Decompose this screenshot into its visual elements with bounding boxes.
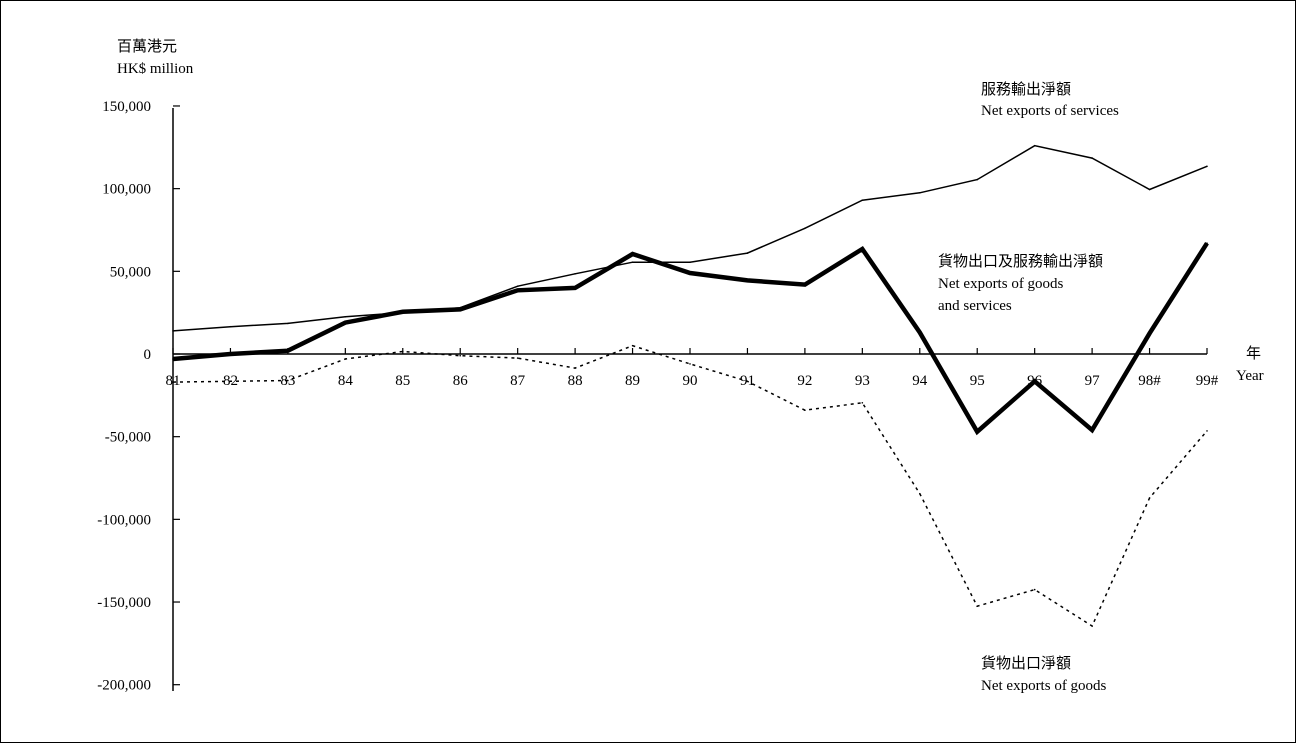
x-tick-label: 89 [625,373,640,389]
data-point-services [516,285,519,288]
data-point-goods [919,492,921,495]
data-point-goods [229,380,232,383]
data-point-goods_services [689,272,691,274]
x-tick-label: 99# [1196,373,1219,389]
data-point-services [861,199,864,201]
data-point-goods [689,363,691,365]
data-point-goods [631,344,634,347]
data-point-goods_services [746,279,749,282]
data-point-services [919,192,921,194]
x-tick-label: 88 [568,373,583,389]
y-tick-label: 50,000 [110,264,151,280]
data-point-goods [344,358,347,360]
data-point-goods [1033,588,1036,591]
data-point-services [1148,188,1151,191]
x-tick-label: 95 [970,373,985,389]
y-tick-label: -50,000 [105,430,151,446]
goods-annotation-zh: 貨物出口淨額 [981,655,1071,672]
y-tick-label: -150,000 [97,595,151,611]
data-point-services [1091,157,1093,159]
data-point-goods_services [344,321,347,324]
data-point-goods_services [919,331,921,334]
series-line-services [172,144,1208,332]
services-annotation-en: Net exports of services [981,103,1119,119]
data-point-services [574,273,576,275]
x-tick-label: 97 [1085,373,1101,389]
data-point-goods_services [631,253,634,255]
x-axis-label-zh: 年 [1246,345,1261,362]
goods-annotation-en: Net exports of goods [981,678,1107,694]
data-point-goods_services [229,353,232,355]
series-services [172,144,1208,332]
series-goods [172,344,1208,628]
x-tick-label: 92 [797,373,812,389]
series-layer [172,144,1209,628]
y-tick-label: 0 [144,347,152,363]
x-tick-label: 84 [338,373,354,389]
data-point-goods [746,380,749,383]
data-point-goods [459,354,462,357]
data-point-services [229,325,232,328]
data-point-services [746,252,749,254]
data-point-goods [287,379,289,382]
axes [172,108,1207,691]
data-point-services [172,330,174,332]
data-point-services [344,316,347,318]
data-point-goods_services [861,248,864,250]
unit-label-zh: 百萬港元 [117,38,177,55]
data-point-services [804,227,806,230]
data-point-goods [1148,497,1151,499]
x-tick-label: 85 [395,373,410,389]
x-tick-label: 94 [912,373,928,389]
y-tick-label: 150,000 [102,99,151,115]
data-point-goods [574,367,576,369]
data-point-goods [402,350,404,353]
y-tick-label: -200,000 [97,678,151,694]
data-point-goods_services [459,308,462,311]
x-tick-label: 81 [166,373,181,389]
series-goods_services [172,241,1209,436]
y-tick-label: -100,000 [97,512,151,528]
data-point-goods_services [1091,429,1093,431]
data-point-goods [861,402,864,404]
x-tick-label: 86 [453,373,469,389]
data-point-services [976,178,978,181]
data-point-goods_services [516,289,519,292]
data-point-goods_services [172,358,174,360]
x-tick-label: 93 [855,373,870,389]
data-point-goods_services [402,311,404,313]
data-point-goods [804,409,806,412]
x-tick-label: 98# [1138,373,1161,389]
services-annotation-zh: 服務輸出淨額 [981,81,1071,98]
data-point-goods [976,605,978,607]
unit-label-en: HK$ million [117,61,194,77]
data-point-services [287,322,289,325]
data-point-services [689,261,691,264]
data-point-goods_services [1148,332,1151,335]
data-point-goods_services [287,349,289,352]
y-tick-label: 100,000 [102,182,151,198]
data-point-goods_services [804,283,806,286]
goods-services-annotation-en-2: and services [938,298,1012,314]
goods-services-annotation-en-1: Net exports of goods [938,276,1064,292]
x-axis-label-en: Year [1236,368,1264,384]
data-point-services [1033,144,1036,147]
data-point-goods [172,381,174,383]
data-point-services [1206,165,1208,168]
data-point-goods [1091,625,1093,627]
series-line-goods_services [172,241,1209,436]
data-point-goods_services [1033,380,1036,383]
data-point-goods_services [574,287,576,289]
goods-services-annotation-zh: 貨物出口及服務輸出淨額 [938,253,1103,270]
data-point-goods [1206,430,1208,432]
data-point-services [631,261,634,264]
x-tick-label: 90 [683,373,698,389]
data-point-goods [516,357,519,359]
data-point-goods_services [1206,242,1208,244]
y-ticks: 150,000 100,000 50,000 0 -50,000 -100,000 -150… [97,99,180,694]
x-tick-label: 87 [510,373,526,389]
data-point-goods_services [976,430,978,433]
